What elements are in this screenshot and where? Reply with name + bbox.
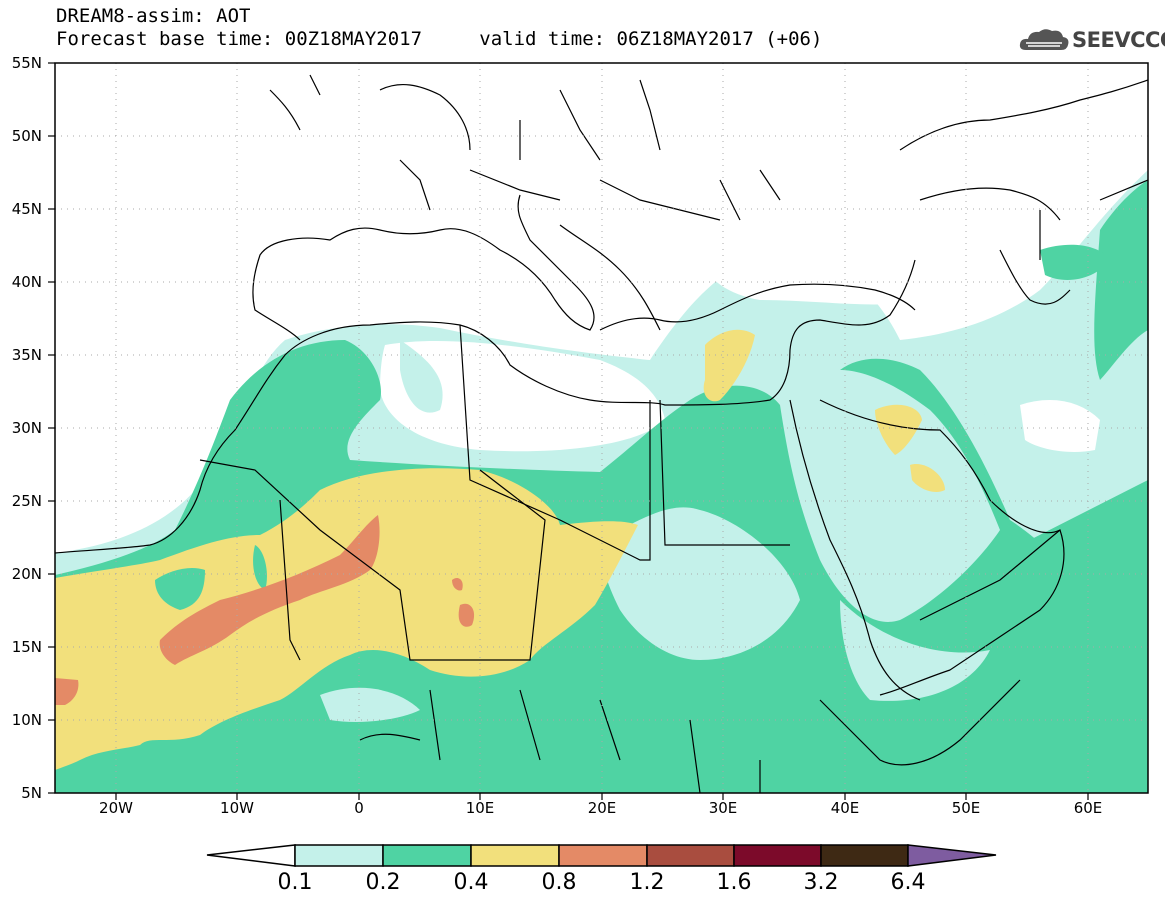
lon-label: 10W [220, 799, 254, 817]
colorbar-over [907, 844, 997, 867]
lat-label: 40N [11, 273, 42, 291]
map-title: DREAM8-assim: AOT [56, 5, 251, 27]
base-time: Forecast base time: 00Z18MAY2017 [56, 28, 423, 50]
colorbar-label: 6.4 [890, 870, 926, 895]
colorbar-bin-0.2-0.4 [382, 844, 472, 867]
lat-label: 5N [21, 784, 42, 802]
valid-time: valid time: 06Z18MAY2017 (+06) [479, 28, 823, 50]
colorbar-label: 0.2 [365, 870, 401, 895]
colorbar [206, 844, 997, 867]
lat-label: 25N [11, 492, 42, 510]
lon-label: 60E [1073, 799, 1103, 817]
forecast-times: Forecast base time: 00Z18MAY2017 valid t… [56, 29, 822, 49]
colorbar-label: 0.4 [453, 870, 489, 895]
lon-label: 40E [830, 799, 860, 817]
lat-label: 35N [11, 346, 42, 364]
graticule [55, 63, 1148, 793]
coastlines-borders [55, 74, 1148, 793]
lon-label: 20W [99, 799, 133, 817]
colorbar-label: 0.1 [277, 870, 313, 895]
lat-label: 45N [11, 200, 42, 218]
colorbar-bin-3.2-6.4 [820, 844, 909, 867]
lat-label: 55N [11, 54, 42, 72]
colorbar-bin-0.1-0.2 [294, 844, 384, 867]
lon-label: 10E [465, 799, 495, 817]
lon-label: 50E [951, 799, 981, 817]
colorbar-bin-0.4-0.8 [470, 844, 560, 867]
aot-level-0.8 [55, 515, 475, 705]
lat-label: 15N [11, 638, 42, 656]
colorbar-under [206, 844, 296, 867]
cloud-logo-icon [1019, 29, 1069, 50]
lat-label: 10N [11, 711, 42, 729]
lat-label: 50N [11, 127, 42, 145]
lon-label: 30E [708, 799, 738, 817]
colorbar-label: 3.2 [803, 870, 839, 895]
clean-air-areas [380, 245, 1100, 452]
colorbar-label: 1.6 [716, 870, 752, 895]
logo-text: SEEVCCC [1072, 28, 1165, 52]
lat-label: 30N [11, 419, 42, 437]
colorbar-label: 0.8 [541, 870, 577, 895]
colorbar-label: 1.2 [629, 870, 665, 895]
logo: SEEVCCC [1018, 26, 1165, 54]
colorbar-bin-0.8-1.2 [558, 844, 648, 867]
lat-label: 20N [11, 565, 42, 583]
lon-label: 0 [354, 799, 364, 817]
aot-level-0.4 [55, 329, 945, 770]
lon-label: 20E [587, 799, 617, 817]
colorbar-bin-1.2-1.6 [646, 844, 735, 867]
colorbar-bin-1.6-3.2 [733, 844, 822, 867]
